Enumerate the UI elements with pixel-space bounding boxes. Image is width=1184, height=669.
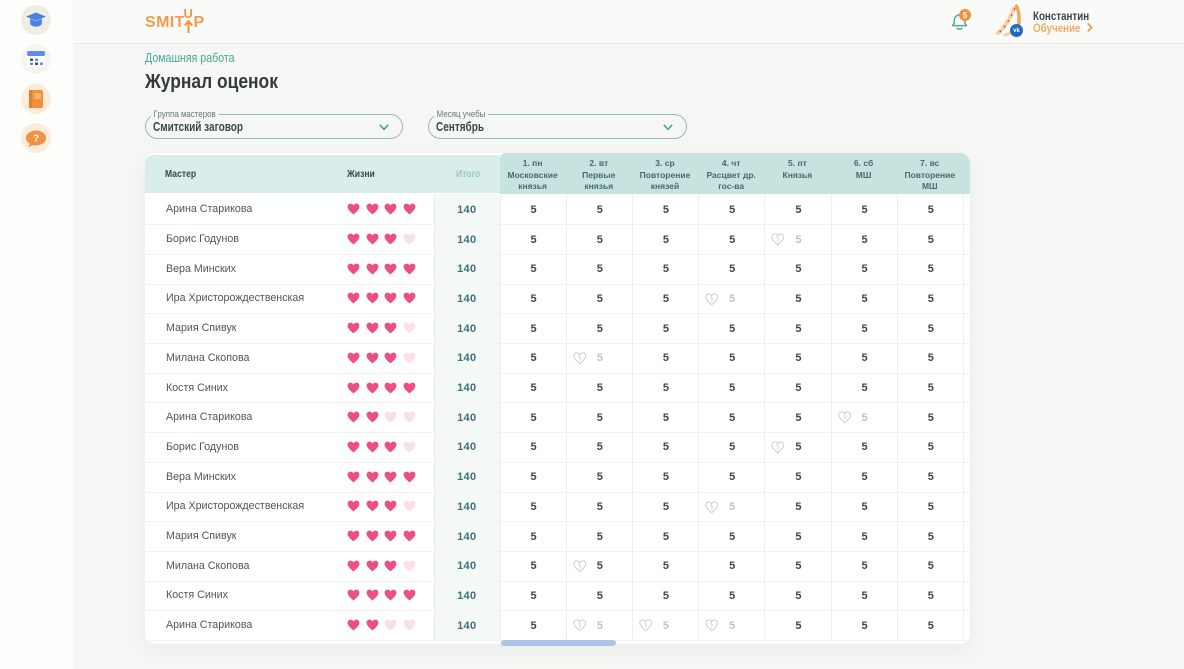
svg-text:?: ?	[33, 133, 39, 144]
